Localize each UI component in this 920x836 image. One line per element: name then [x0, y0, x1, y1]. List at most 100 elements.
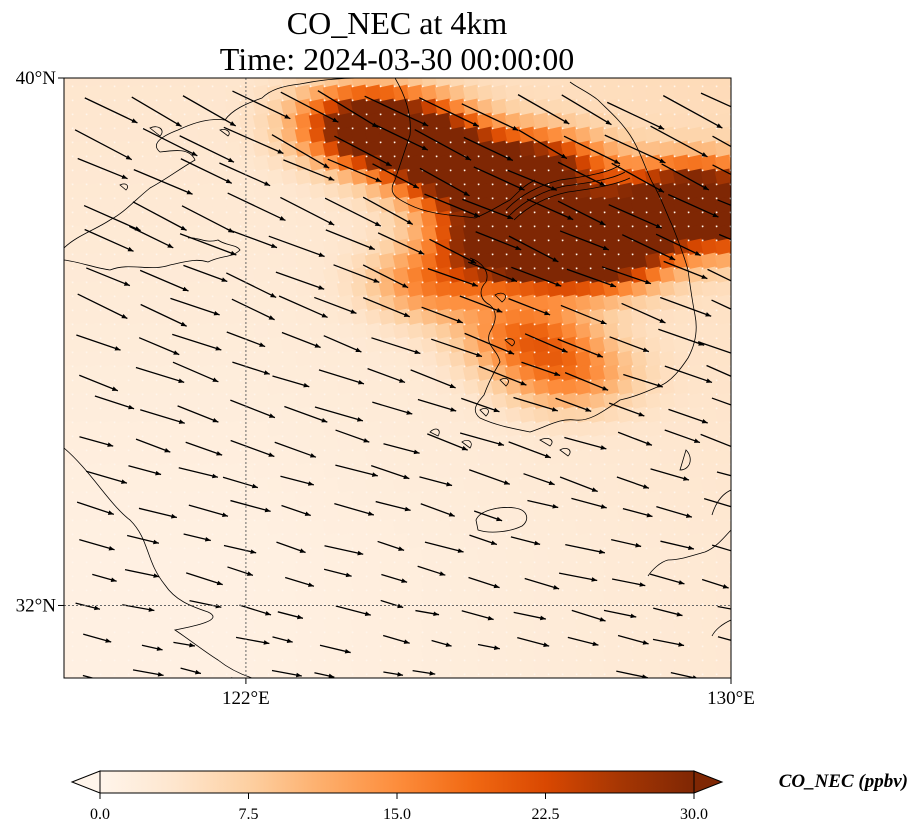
- field-cell: [364, 448, 383, 467]
- field-cell: [70, 294, 89, 313]
- field-cell: [294, 294, 313, 313]
- field-cell: [644, 574, 663, 593]
- field-cell: [560, 378, 579, 397]
- field-cell: [616, 546, 635, 565]
- field-cell: [322, 378, 341, 397]
- field-cell: [448, 294, 467, 313]
- field-cell: [140, 322, 159, 341]
- field-cell: [448, 98, 467, 117]
- field-cell: [658, 252, 677, 271]
- field-cell: [43, 294, 61, 312]
- field-cell: [518, 140, 537, 159]
- wind-arrow: [419, 167, 470, 197]
- field-cell: [210, 98, 229, 117]
- field-cell: [154, 112, 173, 131]
- field-cell: [532, 588, 551, 607]
- field-cell: [602, 644, 621, 663]
- field-cell: [462, 518, 481, 537]
- field-cell: [504, 490, 523, 509]
- field-cell: [182, 224, 201, 243]
- field-cell: [238, 658, 257, 677]
- field-cell: [462, 658, 481, 677]
- wind-arrow: [429, 238, 477, 264]
- field-cell: [294, 126, 313, 145]
- field-cell: [490, 84, 509, 103]
- field-cell: [280, 560, 299, 579]
- field-cell: [378, 392, 397, 411]
- field-cell: [252, 518, 271, 537]
- field-cell: [70, 616, 89, 635]
- field-cell: [420, 336, 439, 355]
- wind-arrow: [272, 375, 310, 388]
- field-cell: [378, 588, 397, 607]
- field-cell: [168, 98, 187, 117]
- wind-arrow: [272, 636, 293, 643]
- field-cell: [644, 84, 663, 103]
- field-cell: [238, 350, 257, 369]
- field-cell: [406, 588, 425, 607]
- field-cell: [700, 560, 719, 579]
- field-cell: [658, 336, 677, 355]
- field-cell: [113, 686, 131, 704]
- field-cell: [154, 294, 173, 313]
- field-cell: [392, 140, 411, 159]
- field-cell: [406, 126, 425, 145]
- field-cell: [126, 658, 145, 677]
- field-cell: [518, 476, 537, 495]
- wind-arrow: [431, 639, 452, 647]
- map-panel[interactable]: [43, 56, 771, 704]
- field-cell: [140, 168, 159, 187]
- field-cell: [308, 308, 327, 327]
- field-cell: [518, 588, 537, 607]
- field-cell: [406, 574, 425, 593]
- field-cell: [546, 560, 565, 579]
- field-cell: [266, 84, 285, 103]
- field-cell: [518, 504, 537, 523]
- field-cell: [98, 98, 117, 117]
- field-cell: [155, 56, 173, 74]
- field-cell: [448, 462, 467, 481]
- field-cell: [490, 78, 509, 89]
- field-cell: [154, 98, 173, 117]
- field-cell: [378, 616, 397, 635]
- field-cell: [476, 364, 495, 383]
- field-cell: [406, 308, 425, 327]
- field-cell: [322, 322, 341, 341]
- field-cell: [700, 420, 719, 439]
- field-cell: [532, 658, 551, 677]
- field-cell: [140, 574, 159, 593]
- field-cell: [308, 98, 327, 117]
- field-cell: [84, 140, 103, 159]
- field-cell: [182, 182, 201, 201]
- field-cell: [645, 56, 663, 74]
- field-cell: [196, 588, 215, 607]
- field-cell: [280, 616, 299, 635]
- field-cell: [518, 336, 537, 355]
- wind-arrow: [179, 135, 235, 163]
- field-cell: [294, 588, 313, 607]
- field-cell: [350, 210, 369, 229]
- field-cell: [196, 658, 215, 677]
- field-cell: [714, 644, 731, 663]
- field-cell: [70, 378, 89, 397]
- field-cell: [700, 518, 719, 537]
- wind-arrow: [325, 229, 375, 251]
- field-cell: [602, 350, 621, 369]
- field-cell: [168, 78, 187, 89]
- wind-arrow: [555, 397, 592, 412]
- wind-arrow: [173, 641, 196, 648]
- field-cell: [64, 266, 75, 285]
- wind-arrow: [459, 432, 505, 446]
- field-cell: [168, 112, 187, 131]
- wind-arrow: [571, 609, 606, 622]
- field-cell: [546, 224, 565, 243]
- field-cell: [154, 378, 173, 397]
- field-cell: [560, 266, 579, 285]
- field-cell: [476, 378, 495, 397]
- field-cell: [43, 210, 61, 228]
- coastline-korea-west: [391, 78, 536, 219]
- field-cell: [420, 448, 439, 467]
- field-cell: [294, 434, 313, 453]
- coastline-korea-southwest: [469, 81, 697, 433]
- field-cell: [560, 630, 579, 649]
